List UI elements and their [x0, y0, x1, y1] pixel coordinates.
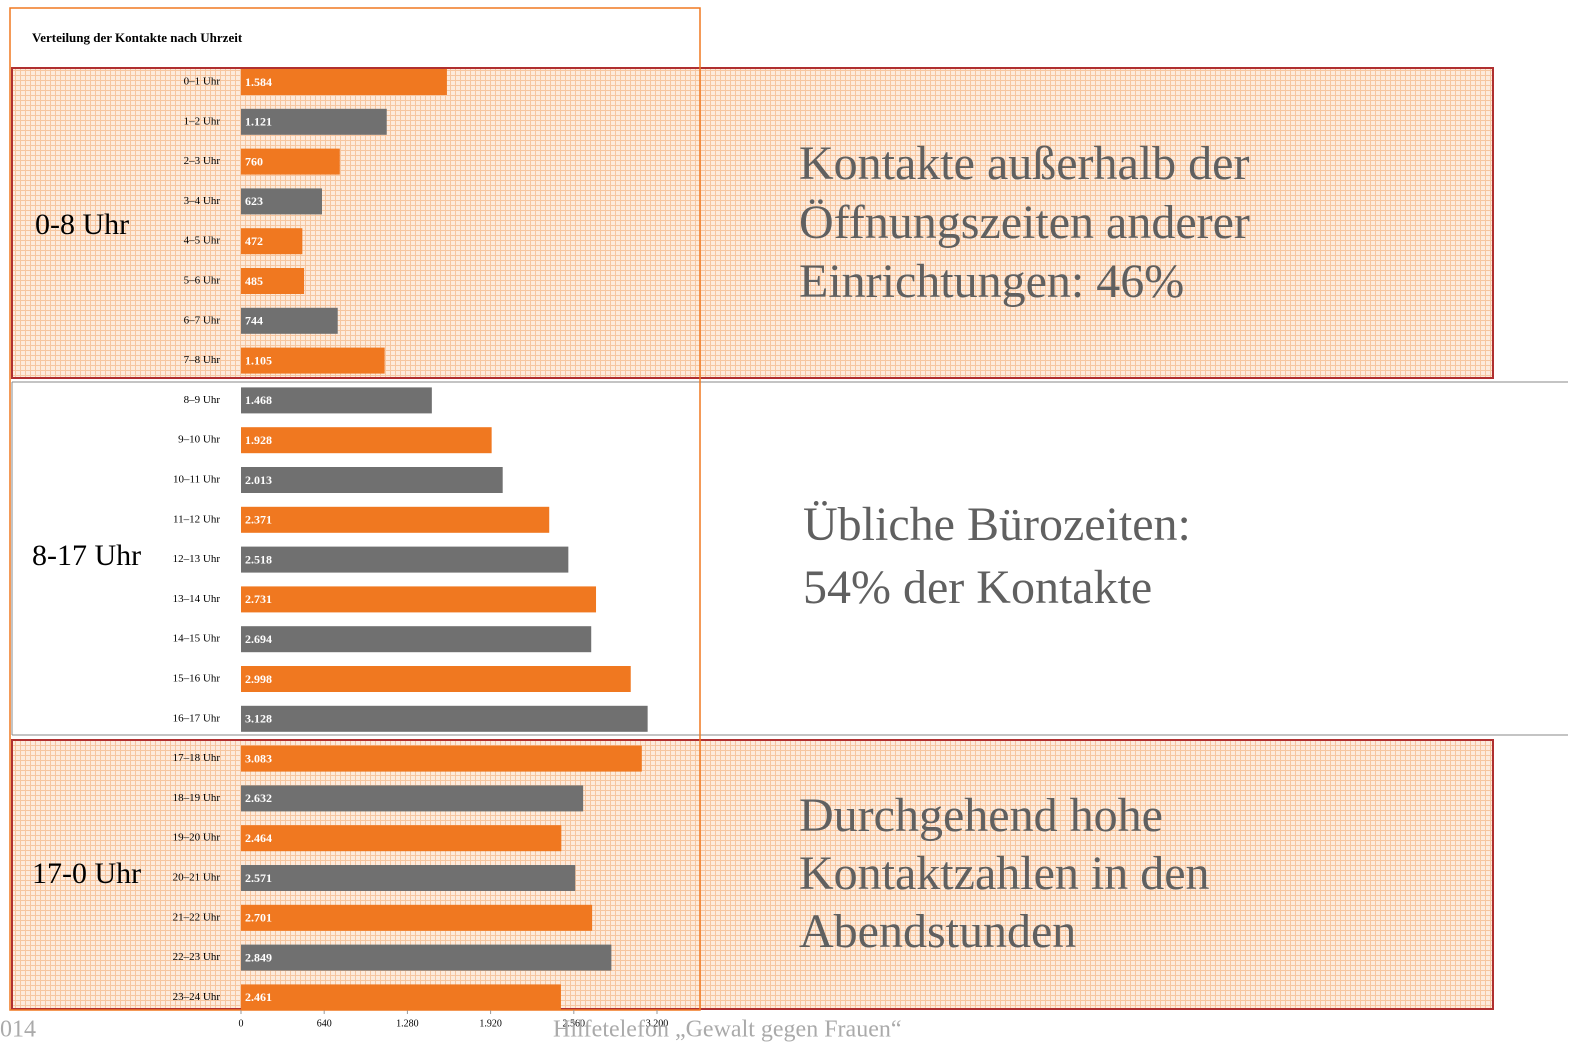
- bar: [241, 188, 322, 215]
- group-note: Öffnungszeiten anderer: [799, 196, 1250, 249]
- category-label: 22–23 Uhr: [173, 951, 221, 963]
- band-night: [11, 67, 1494, 379]
- value-label: 2.632: [245, 791, 272, 805]
- group-note: Einrichtungen: 46%: [799, 255, 1184, 308]
- x-tick-label: 0: [239, 1018, 244, 1029]
- bar: [241, 586, 597, 613]
- category-label: 13–14 Uhr: [173, 593, 221, 605]
- chart-title: Verteilung der Kontakte nach Uhrzeit: [32, 30, 243, 45]
- group-note: 54% der Kontakte: [803, 561, 1152, 614]
- group-label: 0-8 Uhr: [35, 208, 129, 241]
- value-label: 1.928: [245, 433, 272, 447]
- bar: [241, 307, 338, 334]
- category-label: 20–21 Uhr: [173, 872, 221, 884]
- value-label: 760: [245, 154, 263, 168]
- category-label: 11–12 Uhr: [173, 513, 220, 525]
- category-label: 7–8 Uhr: [184, 354, 221, 366]
- bar: [241, 148, 340, 175]
- bar: [241, 944, 612, 971]
- bar: [241, 865, 576, 891]
- category-label: 19–20 Uhr: [173, 832, 221, 844]
- value-label: 2.849: [245, 950, 272, 964]
- group-label: 17-0 Uhr: [32, 857, 141, 890]
- bar: [241, 904, 593, 931]
- bar: [241, 666, 631, 692]
- category-label: 16–17 Uhr: [173, 712, 221, 724]
- category-label: 0–1 Uhr: [184, 76, 221, 88]
- value-label: 2.461: [245, 990, 272, 1004]
- value-label: 2.571: [245, 871, 272, 885]
- category-label: 4–5 Uhr: [184, 235, 221, 247]
- x-tick-label: 2.560: [563, 1018, 586, 1029]
- category-label: 8–9 Uhr: [184, 394, 221, 406]
- category-label: 1–2 Uhr: [184, 115, 221, 127]
- value-label: 1.584: [245, 75, 272, 89]
- value-label: 1.468: [245, 393, 272, 407]
- bar: [241, 467, 503, 493]
- x-tick-label: 1.280: [396, 1018, 419, 1029]
- value-label: 472: [245, 234, 263, 248]
- footer-left: 014: [0, 1017, 36, 1043]
- category-label: 10–11 Uhr: [173, 474, 220, 486]
- footer-center: Hilfetelefon „Gewalt gegen Frauen“: [553, 1017, 902, 1043]
- bar: [241, 546, 569, 573]
- bar: [241, 268, 305, 294]
- group-note: Durchgehend hohe: [799, 789, 1163, 842]
- bar: [241, 825, 562, 852]
- value-label: 623: [245, 194, 263, 208]
- value-label: 2.371: [245, 513, 272, 527]
- group-note: Übliche Bürozeiten:: [803, 498, 1191, 551]
- bar: [241, 228, 303, 255]
- bar: [241, 745, 642, 772]
- bar: [241, 69, 447, 95]
- value-label: 3.083: [245, 751, 272, 765]
- category-label: 17–18 Uhr: [173, 752, 221, 764]
- value-label: 2.701: [245, 911, 272, 925]
- category-label: 2–3 Uhr: [184, 155, 221, 167]
- category-label: 6–7 Uhr: [184, 314, 221, 326]
- bar: [241, 506, 550, 533]
- value-label: 485: [245, 274, 263, 288]
- group-note: Kontaktzahlen in den: [799, 847, 1210, 900]
- value-label: 2.694: [245, 632, 272, 646]
- bar: [241, 427, 492, 454]
- bar: [241, 626, 592, 653]
- bar: [241, 785, 584, 812]
- bar: [241, 347, 385, 374]
- category-label: 12–13 Uhr: [173, 553, 221, 565]
- value-label: 3.128: [245, 712, 272, 726]
- value-label: 744: [245, 314, 263, 328]
- category-label: 23–24 Uhr: [173, 991, 221, 1003]
- value-label: 2.731: [245, 592, 272, 606]
- group-note: Abendstunden: [799, 905, 1076, 958]
- category-label: 14–15 Uhr: [173, 633, 221, 645]
- bar: [241, 108, 387, 135]
- category-label: 21–22 Uhr: [173, 911, 221, 923]
- category-label: 3–4 Uhr: [184, 195, 221, 207]
- x-tick-label: 3.200: [646, 1018, 669, 1029]
- bar: [241, 387, 432, 414]
- band-evening: [11, 739, 1494, 1010]
- value-label: 2.998: [245, 672, 272, 686]
- group-label: 8-17 Uhr: [32, 539, 141, 572]
- bar: [241, 705, 648, 732]
- category-label: 15–16 Uhr: [173, 673, 221, 685]
- bar: [241, 984, 561, 1011]
- group-note: Kontakte außerhalb der: [799, 137, 1249, 190]
- value-label: 2.518: [245, 552, 272, 566]
- value-label: 2.464: [245, 831, 272, 845]
- category-label: 5–6 Uhr: [184, 275, 221, 287]
- x-tick-label: 1.920: [479, 1018, 502, 1029]
- value-label: 1.121: [245, 115, 272, 129]
- value-label: 2.013: [245, 473, 272, 487]
- category-label: 9–10 Uhr: [178, 434, 220, 446]
- category-label: 18–19 Uhr: [173, 792, 221, 804]
- x-tick-label: 640: [317, 1018, 332, 1029]
- value-label: 1.105: [245, 353, 272, 367]
